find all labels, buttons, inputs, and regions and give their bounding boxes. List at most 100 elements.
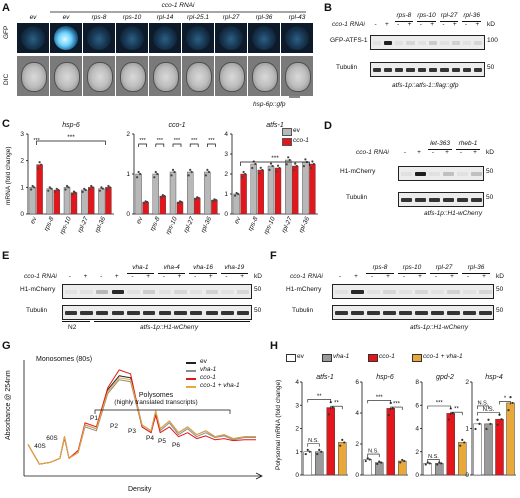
blot-lane-sign: + bbox=[83, 273, 88, 280]
data-point bbox=[476, 418, 479, 421]
data-point bbox=[478, 422, 481, 425]
data-point bbox=[316, 452, 319, 456]
blot-band bbox=[80, 310, 93, 315]
sig-bracket bbox=[477, 405, 489, 409]
data-point bbox=[268, 168, 271, 171]
gfp-worm-signal bbox=[87, 26, 111, 50]
blot-band bbox=[158, 289, 172, 294]
data-point bbox=[163, 194, 166, 198]
bar bbox=[326, 407, 335, 476]
blot-kd-label: kD bbox=[496, 273, 504, 280]
sig-bracket bbox=[240, 161, 310, 166]
data-point bbox=[343, 441, 346, 444]
bar bbox=[105, 187, 112, 215]
peak-label: 60S bbox=[46, 435, 58, 442]
panel-g-letter: G bbox=[2, 340, 11, 352]
data-point bbox=[474, 427, 477, 431]
y-tick-label: 4 bbox=[415, 426, 419, 433]
legend-swatch-cco1 bbox=[282, 138, 292, 146]
data-point bbox=[511, 401, 514, 405]
gfp-worm-signal bbox=[219, 26, 243, 50]
gfp-image bbox=[182, 23, 214, 53]
dic-image bbox=[281, 56, 313, 96]
y-tick-label: 3 bbox=[224, 151, 228, 158]
blot-band bbox=[446, 289, 460, 294]
y-tick-label: 6 bbox=[355, 379, 359, 386]
bar bbox=[398, 460, 407, 476]
panel-a-letter: A bbox=[2, 2, 10, 14]
data-point bbox=[91, 186, 94, 189]
blot-band bbox=[474, 40, 483, 45]
data-point bbox=[295, 164, 298, 168]
blot-lane-sign: - bbox=[434, 273, 438, 280]
data-point bbox=[288, 158, 291, 162]
data-point bbox=[139, 172, 142, 176]
blot-lane-sign: + bbox=[146, 273, 151, 280]
blot-band bbox=[221, 310, 234, 315]
y-tick-label: 0 bbox=[126, 211, 130, 218]
gfp-image bbox=[17, 23, 49, 53]
bar bbox=[495, 418, 504, 476]
sig-bracket bbox=[450, 411, 463, 416]
bar bbox=[446, 413, 455, 476]
blot-rnai-label: cco-1 RNAi bbox=[290, 273, 323, 280]
blot-band bbox=[429, 40, 438, 45]
sig-bracket bbox=[207, 143, 216, 147]
panel-a-lane-label: rpl-14 bbox=[156, 14, 174, 21]
blot-lane-sign: + bbox=[450, 273, 454, 280]
legend-label: cco-1 bbox=[200, 374, 216, 381]
sig-label: *** bbox=[157, 138, 164, 144]
gfp-worm-signal bbox=[120, 26, 144, 50]
blot-group-underline bbox=[439, 21, 459, 22]
y-tick-label: 1 bbox=[126, 171, 130, 178]
data-point bbox=[137, 170, 140, 174]
blot-band bbox=[451, 67, 460, 72]
blot-band bbox=[414, 289, 428, 294]
legend-label: vha-1 bbox=[200, 366, 217, 373]
blot-lane-sign: + bbox=[385, 21, 389, 28]
data-point bbox=[436, 463, 439, 466]
bar bbox=[484, 423, 493, 476]
blot-group-label: rpl-36 bbox=[463, 12, 480, 19]
blot-row-label: H1-mCherry bbox=[340, 168, 376, 175]
data-point bbox=[447, 418, 450, 421]
blot-marker: 50 bbox=[486, 194, 494, 201]
blot-group-label: rpl-36 bbox=[467, 264, 485, 271]
dic-worm bbox=[153, 62, 179, 92]
blot-band bbox=[430, 310, 444, 315]
legend-line bbox=[186, 386, 196, 388]
blot-lane-sign: - bbox=[431, 149, 435, 156]
data-point bbox=[368, 458, 371, 461]
blot-group-underline bbox=[456, 149, 480, 150]
data-point bbox=[156, 172, 159, 176]
panel-c-letter: C bbox=[2, 118, 10, 130]
data-point bbox=[190, 170, 193, 174]
data-point bbox=[496, 423, 499, 426]
blot-band bbox=[398, 289, 412, 294]
blot-group-label: rps-10 bbox=[417, 12, 436, 19]
legend-label: cco-1 + vha-1 bbox=[423, 353, 463, 360]
blot-strain-underline bbox=[94, 321, 250, 322]
blot-band bbox=[142, 310, 156, 315]
y-tick-label: 2 bbox=[224, 171, 228, 178]
data-point bbox=[331, 406, 334, 409]
blot-group-underline bbox=[158, 273, 186, 274]
blot-band bbox=[205, 310, 219, 315]
blot-lane-sign: + bbox=[386, 273, 390, 280]
sig-label: N.S. bbox=[478, 400, 489, 406]
blot-row-label: Tubulin bbox=[292, 307, 314, 314]
sig-label: ** bbox=[454, 407, 459, 413]
blot-band bbox=[334, 310, 348, 315]
blot-strain: atfs-1p::H1-wCherry bbox=[424, 210, 483, 217]
data-point bbox=[211, 200, 214, 203]
data-point bbox=[31, 184, 34, 188]
blot-lane-sign: - bbox=[442, 21, 445, 28]
data-point bbox=[275, 170, 278, 173]
blot-group-underline bbox=[417, 21, 436, 22]
gfp-image bbox=[281, 23, 313, 53]
legend-line bbox=[186, 370, 196, 372]
